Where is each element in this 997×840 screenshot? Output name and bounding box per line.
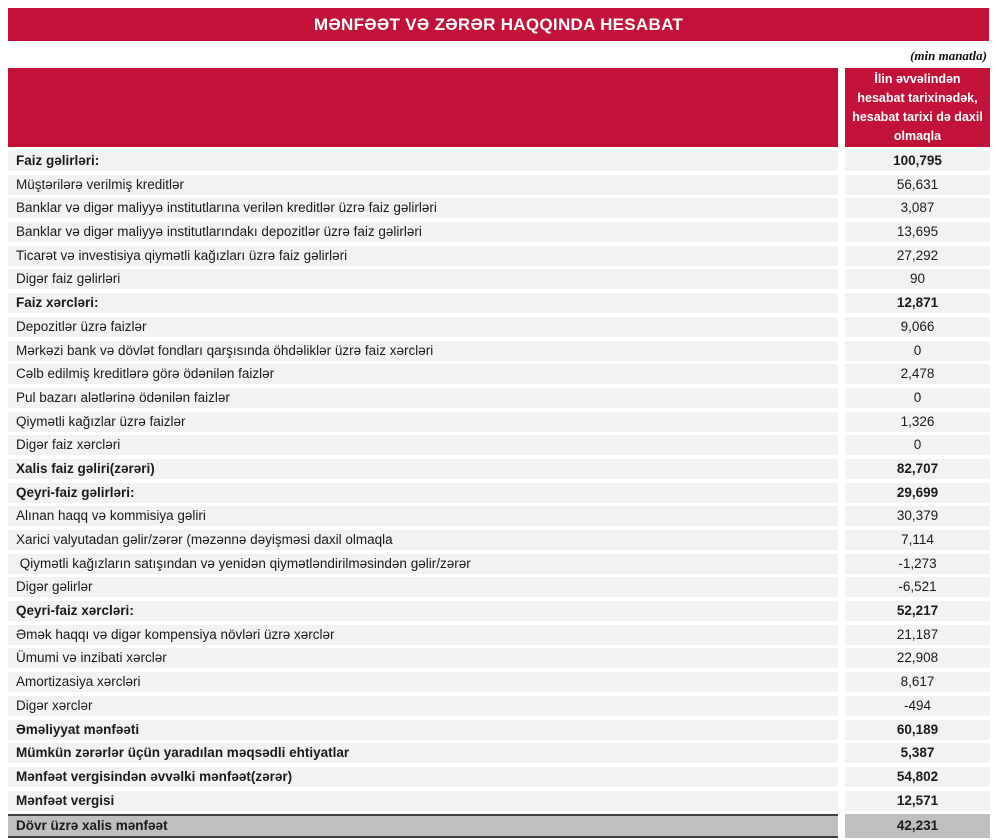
row-label: Ümumi və inzibati xərclər: [8, 648, 838, 669]
row-value: 100,795: [845, 151, 990, 171]
table-row: Amortizasiya xərcləri 8,617: [8, 672, 990, 693]
table-row: Əmək haqqı və digər kompensiya növləri ü…: [8, 624, 990, 645]
row-label: Mümkün zərərlər üçün yaradılan məqsədli …: [8, 743, 838, 764]
table-row: Müştərilərə verilmiş kreditlər 56,631: [8, 174, 990, 195]
row-label: Alınan haqq və kommisiya gəliri: [8, 506, 838, 527]
row-value: 30,379: [845, 506, 990, 527]
value-column-header: İlin əvvəlindən hesabat tarixinədək, hes…: [845, 68, 990, 147]
row-label: Əməliyyat mənfəəti: [8, 719, 838, 740]
row-label: Qeyri-faiz gəlirləri:: [8, 482, 838, 503]
row-value: 0: [845, 435, 990, 456]
table-row: Ümumi və inzibati xərclər 22,908: [8, 648, 990, 669]
row-value: 90: [845, 269, 990, 290]
row-value: 3,087: [845, 198, 990, 219]
table-row: Qiymətli kağızlar üzrə faizlər 1,326: [8, 411, 990, 432]
row-value: -1,273: [845, 553, 990, 574]
row-label: Qeyri-faiz xərcləri:: [8, 601, 838, 622]
table-row: Xalis faiz gəliri(zərəri) 82,707: [8, 458, 990, 479]
row-value: 42,231: [845, 814, 990, 839]
table-row: Digər faiz gəlirləri 90: [8, 269, 990, 290]
row-label: Ticarət və investisiya qiymətli kağızlar…: [8, 245, 838, 266]
unit-note-row: (min manatla): [8, 46, 989, 66]
row-label: Digər xərclər: [8, 695, 838, 716]
table-row: Mərkəzi bank və dövlət fondları qarşısın…: [8, 340, 990, 361]
row-value: 82,707: [845, 458, 990, 479]
table-row: Mənfəət vergisindən əvvəlki mənfəət(zərə…: [8, 766, 990, 787]
row-label: Mənfəət vergisi: [8, 790, 838, 811]
table-row: Alınan haqq və kommisiya gəliri 30,379: [8, 506, 990, 527]
table-row: Digər faiz xərcləri 0: [8, 435, 990, 456]
row-value: 8,617: [845, 672, 990, 693]
row-label: Depozitlər üzrə faizlər: [8, 316, 838, 337]
row-label: Banklar və digər maliyyə institutlarına …: [8, 198, 838, 219]
row-label: Qiymətli kağızların satışından və yenidə…: [8, 553, 838, 574]
table-row: Pul bazarı alətlərinə ödənilən faizlər 0: [8, 387, 990, 408]
row-label: Banklar və digər maliyyə institutlarında…: [8, 222, 838, 243]
table-row: Banklar və digər maliyyə institutlarında…: [8, 222, 990, 243]
table-row: Faiz gəlirləri: 100,795: [8, 151, 990, 171]
row-label: Mərkəzi bank və dövlət fondları qarşısın…: [8, 340, 838, 361]
row-label: Digər gəlirlər: [8, 577, 838, 598]
table-row: Cəlb edilmiş kreditlərə görə ödənilən fa…: [8, 364, 990, 385]
row-label: Əmək haqqı və digər kompensiya növləri ü…: [8, 624, 838, 645]
row-value: 9,066: [845, 316, 990, 337]
row-value: 29,699: [845, 482, 990, 503]
row-value: 13,695: [845, 222, 990, 243]
table-row: Qiymətli kağızların satışından və yenidə…: [8, 553, 990, 574]
unit-note: (min manatla): [910, 48, 987, 63]
pnl-table: İlin əvvəlindən hesabat tarixinədək, hes…: [8, 68, 990, 839]
row-value: 12,871: [845, 293, 990, 314]
row-label: Xarici valyutadan gəlir/zərər (məzənnə d…: [8, 530, 838, 550]
row-label: Cəlb edilmiş kreditlərə görə ödənilən fa…: [8, 364, 838, 385]
row-value: 0: [845, 340, 990, 361]
row-value: 52,217: [845, 601, 990, 622]
row-label: Xalis faiz gəliri(zərəri): [8, 458, 838, 479]
table-header-row: İlin əvvəlindən hesabat tarixinədək, hes…: [8, 68, 990, 147]
row-value: 22,908: [845, 648, 990, 669]
table-row: Faiz xərcləri: 12,871: [8, 293, 990, 314]
row-label: Faiz gəlirləri:: [8, 151, 838, 171]
label-column-header: [8, 68, 838, 147]
row-value: 1,326: [845, 411, 990, 432]
table-row: Qeyri-faiz xərcləri: 52,217: [8, 601, 990, 622]
row-label: Amortizasiya xərcləri: [8, 672, 838, 693]
row-value: 54,802: [845, 766, 990, 787]
table-row: Digər gəlirlər -6,521: [8, 577, 990, 598]
row-label: Faiz xərcləri:: [8, 293, 838, 314]
row-value: -494: [845, 695, 990, 716]
row-value: 60,189: [845, 719, 990, 740]
table-row: Digər xərclər -494: [8, 695, 990, 716]
row-value: 56,631: [845, 174, 990, 195]
table-row: Dövr üzrə xalis mənfəət 42,231: [8, 814, 990, 839]
report-title-bar: MƏNFƏƏT VƏ ZƏRƏR HAQQINDA HESABAT: [8, 8, 989, 41]
row-value: 12,571: [845, 790, 990, 811]
table-row: Əməliyyat mənfəəti 60,189: [8, 719, 990, 740]
table-body: Faiz gəlirləri: 100,795 Müştərilərə verilm…: [8, 151, 990, 839]
row-value: 21,187: [845, 624, 990, 645]
row-label: Digər faiz xərcləri: [8, 435, 838, 456]
row-value: 2,478: [845, 364, 990, 385]
table-row: Xarici valyutadan gəlir/zərər (məzənnə d…: [8, 530, 990, 550]
row-label: Qiymətli kağızlar üzrə faizlər: [8, 411, 838, 432]
row-label: Dövr üzrə xalis mənfəət: [8, 814, 838, 839]
row-value: 0: [845, 387, 990, 408]
row-label: Müştərilərə verilmiş kreditlər: [8, 174, 838, 195]
row-value: -6,521: [845, 577, 990, 598]
row-value: 7,114: [845, 530, 990, 550]
table-row: Ticarət və investisiya qiymətli kağızlar…: [8, 245, 990, 266]
table-row: Mümkün zərərlər üçün yaradılan məqsədli …: [8, 743, 990, 764]
row-label: Digər faiz gəlirləri: [8, 269, 838, 290]
row-label: Mənfəət vergisindən əvvəlki mənfəət(zərə…: [8, 766, 838, 787]
row-value: 5,387: [845, 743, 990, 764]
table-row: Depozitlər üzrə faizlər 9,066: [8, 316, 990, 337]
table-row: Mənfəət vergisi 12,571: [8, 790, 990, 811]
page-title: MƏNFƏƏT VƏ ZƏRƏR HAQQINDA HESABAT: [313, 14, 684, 34]
row-label: Pul bazarı alətlərinə ödənilən faizlər: [8, 387, 838, 408]
table-row: Banklar və digər maliyyə institutlarına …: [8, 198, 990, 219]
row-value: 27,292: [845, 245, 990, 266]
table-row: Qeyri-faiz gəlirləri: 29,699: [8, 482, 990, 503]
